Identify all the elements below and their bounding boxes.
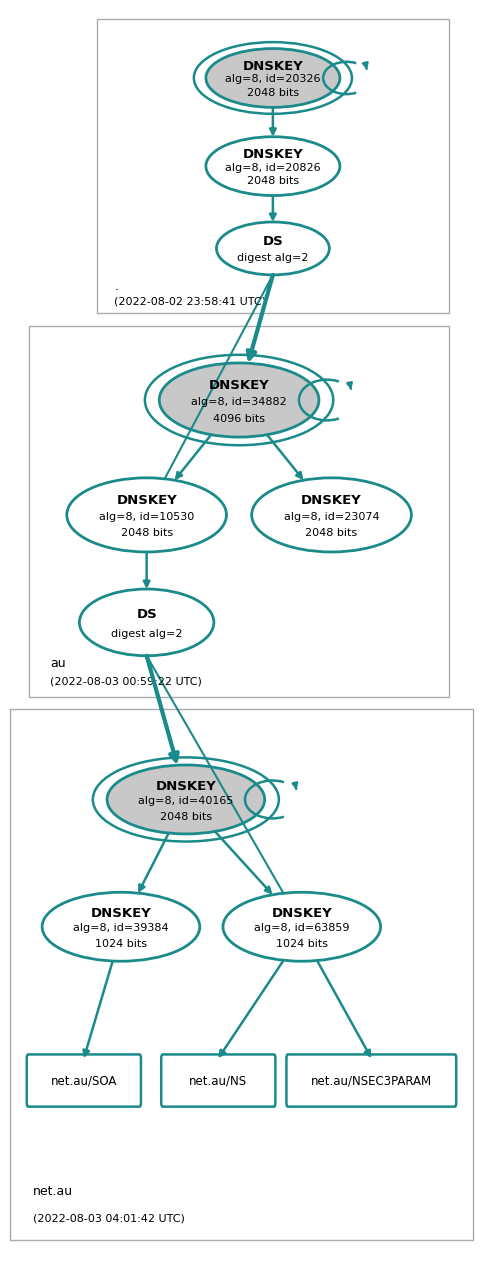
Text: DNSKEY: DNSKEY (301, 495, 362, 507)
Text: alg=8, id=40165: alg=8, id=40165 (138, 796, 234, 806)
Ellipse shape (206, 49, 340, 107)
Text: DS: DS (136, 607, 157, 621)
Ellipse shape (216, 222, 329, 275)
Text: 2048 bits: 2048 bits (160, 812, 212, 822)
Ellipse shape (107, 766, 265, 835)
Bar (29, 326, 449, 697)
Text: .: . (114, 280, 118, 293)
FancyBboxPatch shape (27, 1054, 141, 1107)
Text: alg=8, id=39384: alg=8, id=39384 (73, 924, 169, 933)
Text: digest alg=2: digest alg=2 (237, 253, 309, 263)
Ellipse shape (67, 478, 227, 552)
Text: 2048 bits: 2048 bits (247, 88, 299, 97)
Text: DNSKEY: DNSKEY (156, 780, 216, 792)
Text: 2048 bits: 2048 bits (247, 176, 299, 185)
Text: DNSKEY: DNSKEY (271, 907, 332, 920)
Text: 2048 bits: 2048 bits (305, 528, 357, 538)
Ellipse shape (79, 589, 214, 656)
Text: 4096 bits: 4096 bits (213, 414, 265, 423)
Text: alg=8, id=20326: alg=8, id=20326 (225, 74, 321, 84)
Text: alg=8, id=63859: alg=8, id=63859 (254, 924, 350, 933)
Text: DNSKEY: DNSKEY (242, 60, 303, 73)
Text: (2022-08-03 04:01:42 UTC): (2022-08-03 04:01:42 UTC) (33, 1213, 185, 1223)
Bar (97, 19, 449, 313)
Text: DNSKEY: DNSKEY (116, 495, 177, 507)
Ellipse shape (223, 892, 381, 961)
Text: net.au/NSEC3PARAM: net.au/NSEC3PARAM (311, 1074, 432, 1088)
Text: DS: DS (263, 235, 283, 248)
Text: digest alg=2: digest alg=2 (111, 629, 183, 639)
Text: alg=8, id=34882: alg=8, id=34882 (191, 397, 287, 406)
FancyBboxPatch shape (286, 1054, 456, 1107)
Text: net.au/SOA: net.au/SOA (51, 1074, 117, 1088)
Text: alg=8, id=20826: alg=8, id=20826 (225, 162, 321, 173)
Text: alg=8, id=10530: alg=8, id=10530 (99, 511, 194, 521)
Ellipse shape (159, 363, 319, 437)
Text: 1024 bits: 1024 bits (276, 939, 328, 950)
Text: 2048 bits: 2048 bits (121, 528, 173, 538)
FancyBboxPatch shape (161, 1054, 275, 1107)
Text: (2022-08-03 00:59:22 UTC): (2022-08-03 00:59:22 UTC) (50, 676, 202, 686)
Text: alg=8, id=23074: alg=8, id=23074 (284, 511, 379, 521)
Text: au: au (50, 657, 66, 670)
Text: 1024 bits: 1024 bits (95, 939, 147, 950)
Bar (10, 709, 473, 1240)
Text: DNSKEY: DNSKEY (242, 148, 303, 161)
Text: DNSKEY: DNSKEY (209, 380, 270, 392)
Ellipse shape (252, 478, 412, 552)
Ellipse shape (206, 137, 340, 196)
Text: net.au/NS: net.au/NS (189, 1074, 247, 1088)
Text: DNSKEY: DNSKEY (91, 907, 151, 920)
Text: (2022-08-02 23:58:41 UTC): (2022-08-02 23:58:41 UTC) (114, 296, 266, 307)
Text: net.au: net.au (33, 1186, 73, 1199)
Ellipse shape (42, 892, 200, 961)
